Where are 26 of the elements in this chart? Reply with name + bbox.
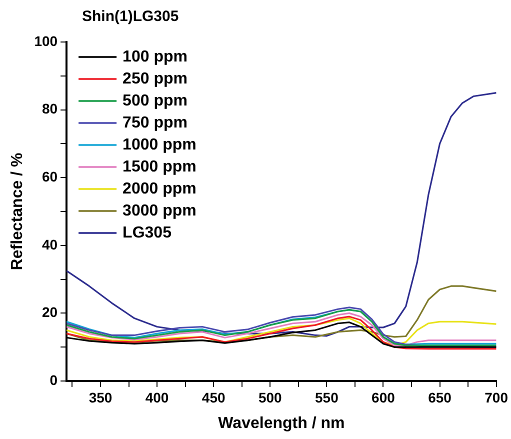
y-axis-title: Reflectance / % — [9, 152, 26, 270]
x-tick-label: 400 — [145, 389, 169, 406]
x-tick-label: 500 — [258, 389, 282, 406]
y-tick-label: 60 — [42, 168, 58, 184]
y-tick-label: 0 — [50, 372, 58, 388]
legend-label: 100 ppm — [122, 48, 188, 66]
legend-label: 2000 ppm — [122, 180, 196, 198]
y-tick-label: 40 — [42, 236, 58, 252]
x-tick-label: 550 — [315, 389, 339, 406]
x-tick-label: 700 — [484, 389, 508, 406]
x-tick-label: 600 — [372, 389, 396, 406]
y-tick-label: 80 — [42, 100, 58, 117]
x-tick-label: 450 — [202, 389, 226, 406]
x-axis-title: Wavelength / nm — [218, 414, 345, 432]
legend-label: 1000 ppm — [122, 136, 196, 154]
x-tick-label: 350 — [88, 389, 112, 406]
y-tick-label: 100 — [34, 32, 58, 49]
legend-label: 750 ppm — [122, 114, 188, 132]
y-tick-label: 20 — [42, 304, 58, 320]
legend-label: 250 ppm — [122, 70, 188, 88]
legend-label: 1500 ppm — [122, 158, 196, 176]
legend-label: LG305 — [122, 224, 172, 242]
legend-label: 3000 ppm — [122, 202, 196, 220]
legend-label: 500 ppm — [122, 92, 188, 110]
x-tick-label: 650 — [428, 389, 452, 406]
chart-title: Shin(1)LG305 — [82, 8, 179, 25]
